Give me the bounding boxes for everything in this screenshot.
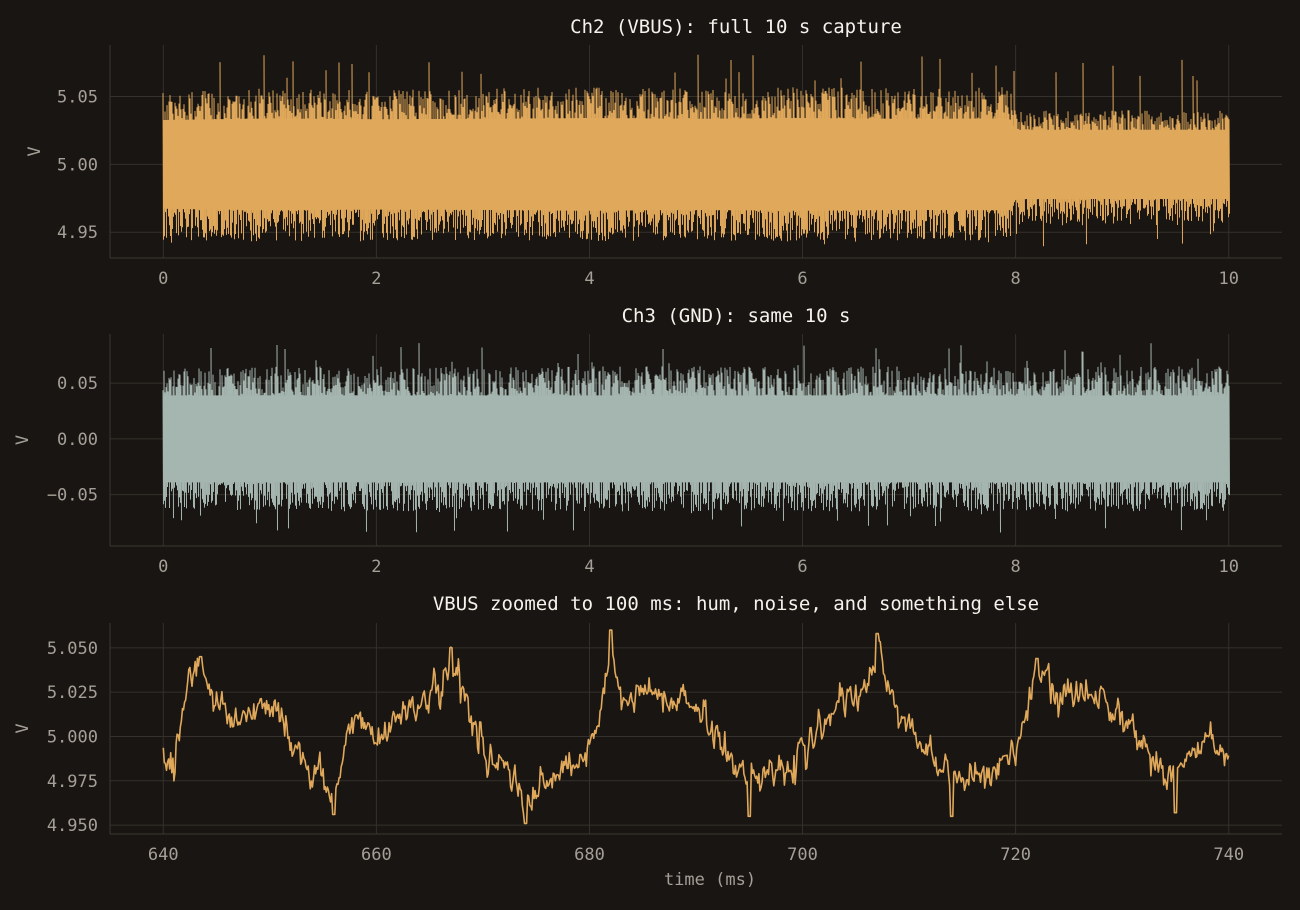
x-tick-label: 2 (371, 557, 381, 577)
y-tick-label: 0.00 (57, 430, 98, 450)
y-tick-label: 5.025 (47, 683, 98, 703)
x-tick-label: 8 (1011, 557, 1021, 577)
x-tick-label: 10 (1218, 557, 1238, 577)
x-tick-label: 6 (797, 557, 807, 577)
x-tick-label: 10 (1218, 269, 1238, 289)
x-tick-label: 700 (787, 845, 818, 865)
y-tick-label: 4.975 (47, 772, 98, 792)
y-tick-label: −0.05 (47, 486, 98, 506)
y-tick-label: 0.05 (57, 374, 98, 394)
x-tick-label: 680 (574, 845, 605, 865)
x-tick-label: 4 (584, 557, 594, 577)
y-tick-label: 5.050 (47, 639, 98, 659)
chart-title: Ch2 (VBUS): full 10 s capture (570, 16, 902, 38)
x-tick-label: 740 (1213, 845, 1244, 865)
x-tick-label: 6 (797, 269, 807, 289)
x-tick-label: 0 (158, 269, 168, 289)
y-tick-label: 5.05 (57, 88, 98, 108)
chart-panel-1: Ch2 (VBUS): full 10 s capture 0 2 4 6 8 10 4.95… (25, 16, 1282, 289)
y-tick-label: 4.95 (57, 223, 98, 243)
x-tick-label: 720 (1000, 845, 1031, 865)
x-tick-label: 660 (361, 845, 392, 865)
y-axis-label: V (13, 723, 33, 733)
x-tick-label: 0 (158, 557, 168, 577)
series-line-0 (162, 629, 1230, 825)
series-band-0 (163, 118, 1227, 211)
y-axis-label: V (13, 435, 33, 445)
y-tick-label: 5.00 (57, 155, 98, 175)
chart-title: Ch3 (GND): same 10 s (622, 305, 851, 327)
chart-panel-2: Ch3 (GND): same 10 s 0 2 4 6 8 10 −0.05 0.00 0.05… (13, 305, 1282, 577)
x-tick-label: 640 (148, 845, 179, 865)
chart-title: VBUS zoomed to 100 ms: hum, noise, and s… (433, 593, 1039, 615)
series-band-0 (163, 395, 1227, 483)
x-tick-label: 8 (1011, 269, 1021, 289)
y-tick-label: 5.000 (47, 727, 98, 747)
chart-panel-3: VBUS zoomed to 100 ms: hum, noise, and s… (13, 593, 1282, 890)
x-tick-label: 4 (584, 269, 594, 289)
y-tick-label: 4.950 (47, 816, 98, 836)
x-tick-label: 2 (371, 269, 381, 289)
y-axis-label: V (25, 146, 45, 156)
x-axis-label: time (ms) (664, 870, 756, 890)
